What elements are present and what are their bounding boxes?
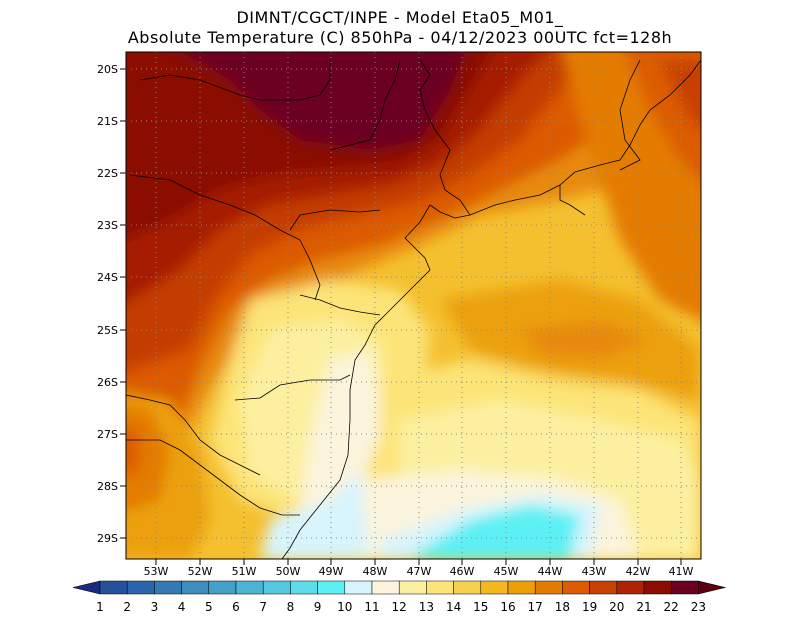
colorbar-swatch bbox=[643, 580, 672, 595]
colorbar-level-label: 6 bbox=[232, 600, 240, 614]
map-title-line-2: Absolute Temperature (C) 850hPa - 04/12/… bbox=[127, 28, 673, 47]
colorbar-swatch bbox=[534, 580, 563, 595]
colorbar-swatch bbox=[426, 580, 454, 595]
lon-label: 51W bbox=[232, 565, 257, 578]
lat-label: 29S bbox=[97, 532, 118, 545]
colorbar-level-label: 11 bbox=[364, 600, 379, 614]
colorbar-swatch bbox=[126, 580, 155, 595]
colorbar-level-label: 16 bbox=[500, 600, 515, 614]
colorbar-swatch bbox=[562, 580, 590, 595]
colorbar-level-label: 3 bbox=[151, 600, 159, 614]
lat-label: 23S bbox=[97, 219, 118, 232]
lon-label: 53W bbox=[144, 565, 169, 578]
map-frame bbox=[125, 51, 702, 560]
lat-label: 25S bbox=[97, 324, 118, 337]
lon-label: 52W bbox=[188, 565, 213, 578]
colorbar-level-label: 8 bbox=[287, 600, 295, 614]
lon-label: 50W bbox=[276, 565, 301, 578]
colorbar-swatch bbox=[453, 580, 482, 595]
colorbar-swatch bbox=[344, 580, 373, 595]
latitude-axis: 20S 21S 22S 23S 24S 25S 26S 27S 28S 29S bbox=[97, 63, 126, 545]
lat-label: 22S bbox=[97, 167, 118, 180]
lon-label: 47W bbox=[407, 565, 432, 578]
colorbar-swatch bbox=[235, 580, 264, 595]
colorbar-swatch bbox=[507, 580, 536, 595]
lon-label: 45W bbox=[494, 565, 519, 578]
colorbar-level-label: 21 bbox=[636, 600, 651, 614]
colorbar-swatch bbox=[262, 580, 291, 595]
lat-label: 26S bbox=[97, 376, 118, 389]
colorbar-swatch bbox=[290, 580, 318, 595]
lon-label: 48W bbox=[363, 565, 388, 578]
coastline-and-borders bbox=[126, 59, 701, 559]
colorbar-level-label: 12 bbox=[392, 600, 407, 614]
colorbar-swatch bbox=[181, 580, 210, 595]
lon-label: 44W bbox=[538, 565, 563, 578]
colorbar-level-label: 23 bbox=[691, 600, 706, 614]
colorbar-swatch bbox=[670, 580, 699, 595]
lon-label: 41W bbox=[669, 565, 694, 578]
colorbar-level-label: 5 bbox=[205, 600, 213, 614]
colorbar-swatch bbox=[99, 580, 128, 595]
colorbar-swatch bbox=[208, 580, 237, 595]
colorbar-level-label: 7 bbox=[259, 600, 267, 614]
colorbar-low-arrow bbox=[72, 580, 101, 595]
longitude-axis: 53W 52W 51W 50W 49W 48W 47W 46W 45W 44W … bbox=[144, 559, 694, 578]
graticule bbox=[126, 52, 701, 559]
colorbar-level-label: 18 bbox=[555, 600, 570, 614]
colorbar-swatch bbox=[398, 580, 427, 595]
colorbar-level-label: 10 bbox=[337, 600, 352, 614]
colorbar-swatch bbox=[589, 580, 618, 595]
colorbar-level-label: 22 bbox=[664, 600, 679, 614]
colorbar-level-label: 14 bbox=[446, 600, 461, 614]
lat-label: 27S bbox=[97, 428, 118, 441]
colorbar-swatch bbox=[154, 580, 182, 595]
temperature-field bbox=[126, 52, 701, 559]
colorbar-high-arrow bbox=[698, 580, 726, 595]
lat-label: 28S bbox=[97, 480, 118, 493]
lat-label: 24S bbox=[97, 271, 118, 284]
colorbar-level-label: 17 bbox=[528, 600, 543, 614]
colorbar-level-label: 15 bbox=[473, 600, 488, 614]
colorbar-level-label: 4 bbox=[178, 600, 186, 614]
map-title-line-1: DIMNT/CGCT/INPE - Model Eta05_M01_ bbox=[236, 8, 564, 27]
colorbar-swatch bbox=[480, 580, 509, 595]
colorbar-level-label: 9 bbox=[314, 600, 322, 614]
lat-label: 20S bbox=[97, 63, 118, 76]
lon-label: 46W bbox=[450, 565, 475, 578]
lon-label: 43W bbox=[582, 565, 607, 578]
colorbar-swatch bbox=[317, 580, 346, 595]
colorbar-level-label: 19 bbox=[582, 600, 597, 614]
colorbar-level-label: 13 bbox=[419, 600, 434, 614]
lon-label: 49W bbox=[319, 565, 344, 578]
colorbar-level-label: 2 bbox=[123, 600, 131, 614]
colorbar-swatch bbox=[371, 580, 400, 595]
lat-label: 21S bbox=[97, 115, 118, 128]
colorbar-level-label: 1 bbox=[96, 600, 104, 614]
lon-label: 42W bbox=[626, 565, 651, 578]
colorbar: 1 2 3 4 5 6 7 8 9 10 11 12 13 14 15 16 17 18 19 20 21 22 23 bbox=[72, 580, 726, 614]
colorbar-level-label: 20 bbox=[609, 600, 624, 614]
colorbar-swatch bbox=[616, 580, 645, 595]
